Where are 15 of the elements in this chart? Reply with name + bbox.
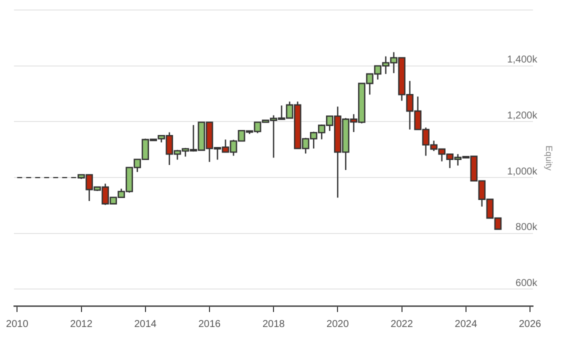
x-tick-label: 2018 <box>262 318 286 330</box>
y-axis-title: Equity <box>544 145 554 172</box>
y-tick-label: 1,200k <box>507 110 538 122</box>
y-tick-label: 1,000k <box>507 166 538 178</box>
y-tick-label: 800k <box>516 222 538 234</box>
y-tick-label: 1,400k <box>507 54 538 66</box>
x-tick-label: 2010 <box>6 318 29 330</box>
x-tick-label: 2026 <box>518 318 542 330</box>
x-tick-label: 2024 <box>454 318 478 330</box>
x-tick-label: 2014 <box>134 318 157 330</box>
x-tick-label: 2012 <box>70 318 93 330</box>
y-tick-label: 600k <box>516 278 538 289</box>
x-tick-label: 2022 <box>390 318 414 330</box>
x-tick-label: 2020 <box>326 318 350 330</box>
x-tick-label: 2016 <box>198 318 222 330</box>
